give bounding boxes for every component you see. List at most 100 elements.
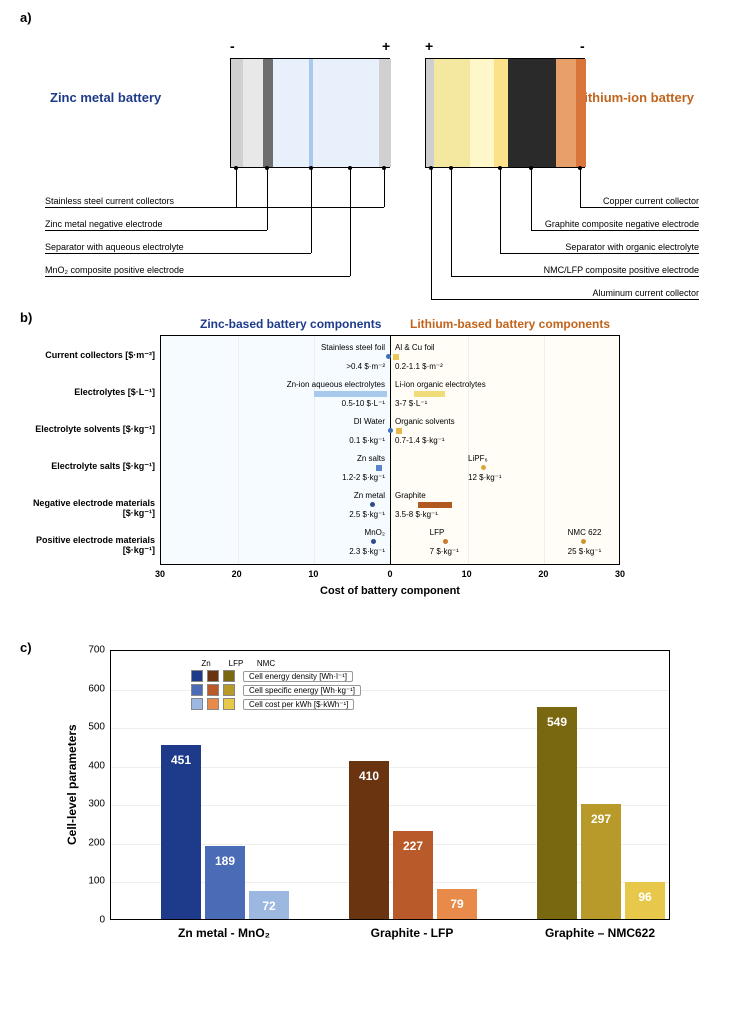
legend-metric: Cell cost per kWh [$·kWh⁻¹] bbox=[243, 699, 354, 710]
b-point bbox=[481, 465, 486, 470]
c-bar-value: 451 bbox=[171, 753, 191, 767]
c-ytick: 500 bbox=[75, 722, 105, 733]
b-xtick: 20 bbox=[538, 569, 548, 579]
b-xtick: 20 bbox=[232, 569, 242, 579]
battery-layer bbox=[273, 59, 309, 167]
battery-layer bbox=[434, 59, 470, 167]
b-xtick: 30 bbox=[155, 569, 165, 579]
b-ann: LiPF₆ bbox=[468, 454, 488, 463]
battery-layer bbox=[243, 59, 263, 167]
panel-a-label: a) bbox=[20, 10, 724, 25]
battery-layer bbox=[231, 59, 243, 167]
battery-layer bbox=[470, 59, 494, 167]
c-ytick: 0 bbox=[75, 915, 105, 926]
battery-layer bbox=[313, 59, 379, 167]
c-bar-value: 549 bbox=[547, 715, 567, 729]
c-group-label: Graphite – NMC622 bbox=[545, 926, 655, 940]
b-ann: Zn salts bbox=[357, 454, 385, 463]
callout-text: Separator with aqueous electrolyte bbox=[45, 242, 184, 252]
b-ann: 0.1 $·kg⁻¹ bbox=[349, 436, 385, 445]
b-ann: Al & Cu foil bbox=[395, 343, 435, 352]
callout-text: Aluminum current collector bbox=[592, 288, 699, 298]
c-ytick: 100 bbox=[75, 876, 105, 887]
b-ann: 7 $·kg⁻¹ bbox=[430, 547, 459, 556]
panel-a-zn-title: Zinc metal battery bbox=[50, 90, 161, 105]
b-bar bbox=[396, 428, 401, 434]
callout-text: Separator with organic electrolyte bbox=[565, 242, 699, 252]
battery-layer bbox=[556, 59, 576, 167]
b-bar bbox=[314, 391, 387, 397]
b-ann: 0.7-1.4 $·kg⁻¹ bbox=[395, 436, 445, 445]
c-bar bbox=[349, 761, 389, 919]
battery-layer bbox=[508, 59, 556, 167]
b-ann: Stainless steel foil bbox=[321, 343, 385, 352]
battery-layer bbox=[263, 59, 273, 167]
b-point bbox=[443, 539, 448, 544]
b-xtick: 30 bbox=[615, 569, 625, 579]
c-ytick: 600 bbox=[75, 683, 105, 694]
callout-text: Zinc metal negative electrode bbox=[45, 219, 163, 229]
b-point bbox=[581, 539, 586, 544]
c-bar-value: 96 bbox=[638, 890, 651, 904]
callout-text: Graphite composite negative electrode bbox=[545, 219, 699, 229]
c-ylabel: Cell-level parameters bbox=[65, 724, 79, 845]
callout-text: NMC/LFP composite positive electrode bbox=[544, 265, 699, 275]
panel-a-li-title: Lithium-ion battery bbox=[576, 90, 694, 105]
b-xtick: 10 bbox=[462, 569, 472, 579]
panel-c-chart: 451189724102277954929796ZnLFPNMCCell ene… bbox=[110, 650, 670, 920]
b-point bbox=[370, 502, 375, 507]
b-row-label: Negative electrode materials [$·kg⁻¹] bbox=[20, 498, 155, 519]
c-ytick: 700 bbox=[75, 645, 105, 656]
battery-layer bbox=[426, 59, 434, 167]
battery-layer bbox=[494, 59, 508, 167]
legend-metric: Cell energy density [Wh·l⁻¹] bbox=[243, 671, 353, 682]
panel-b: b) Zinc-based battery componentsLithium-… bbox=[20, 310, 724, 630]
b-ann: Graphite bbox=[395, 491, 426, 500]
c-bar-value: 410 bbox=[359, 769, 379, 783]
b-point bbox=[386, 354, 391, 359]
b-ann: >0.4 $·m⁻² bbox=[346, 362, 385, 371]
legend-metric: Cell specific energy [Wh·kg⁻¹] bbox=[243, 685, 361, 696]
b-ann: MnO₂ bbox=[365, 528, 385, 537]
b-bar bbox=[414, 391, 445, 397]
c-ytick: 200 bbox=[75, 837, 105, 848]
b-row-label: Current collectors [$·m⁻²] bbox=[20, 350, 155, 361]
c-bar-value: 227 bbox=[403, 839, 423, 853]
b-ann: 3-7 $·L⁻¹ bbox=[395, 399, 427, 408]
battery-diagram bbox=[425, 58, 585, 168]
panel-b-right-title: Lithium-based battery components bbox=[410, 317, 610, 331]
b-row-label: Electrolyte salts [$·kg⁻¹] bbox=[20, 461, 155, 472]
panel-c: c) Cell-level parameters4511897241022779… bbox=[20, 640, 724, 970]
figure: a) Zinc metal battery Lithium-ion battery… bbox=[0, 0, 744, 980]
c-bar-value: 189 bbox=[215, 854, 235, 868]
b-xtick: 0 bbox=[387, 569, 392, 579]
b-bar bbox=[376, 465, 382, 471]
b-bar bbox=[418, 502, 453, 508]
c-bar-value: 72 bbox=[262, 899, 275, 913]
legend: ZnLFPNMCCell energy density [Wh·l⁻¹]Cell… bbox=[191, 659, 361, 712]
callout-text: Stainless steel current collectors bbox=[45, 196, 174, 206]
callout-text: MnO₂ composite positive electrode bbox=[45, 265, 184, 275]
b-ann: LFP bbox=[430, 528, 445, 537]
panel-a: a) Zinc metal battery Lithium-ion battery… bbox=[20, 10, 724, 310]
b-ann: 12 $·kg⁻¹ bbox=[468, 473, 502, 482]
c-bar-value: 297 bbox=[591, 812, 611, 826]
battery-layer bbox=[379, 59, 391, 167]
b-ann: DI Water bbox=[354, 417, 385, 426]
b-row-label: Positive electrode materials [$·kg⁻¹] bbox=[20, 535, 155, 556]
b-ann: Zn metal bbox=[354, 491, 385, 500]
b-ann: NMC 622 bbox=[568, 528, 602, 537]
b-ann: 0.2-1.1 $·m⁻² bbox=[395, 362, 443, 371]
c-bar bbox=[537, 707, 577, 919]
panel-b-left-title: Zinc-based battery components bbox=[200, 317, 381, 331]
b-ann: 2.5 $·kg⁻¹ bbox=[349, 510, 385, 519]
c-group-label: Graphite - LFP bbox=[371, 926, 454, 940]
b-ann: 0.5-10 $·L⁻¹ bbox=[342, 399, 385, 408]
c-bar bbox=[161, 745, 201, 919]
battery-layer bbox=[576, 59, 586, 167]
c-ytick: 300 bbox=[75, 799, 105, 810]
b-ann: 2.3 $·kg⁻¹ bbox=[349, 547, 385, 556]
b-row-label: Electrolytes [$·L⁻¹] bbox=[20, 387, 155, 398]
b-ann: 25 $·kg⁻¹ bbox=[568, 547, 602, 556]
panel-b-chart: Stainless steel foil >0.4 $·m⁻² Al & Cu fo… bbox=[160, 335, 620, 565]
